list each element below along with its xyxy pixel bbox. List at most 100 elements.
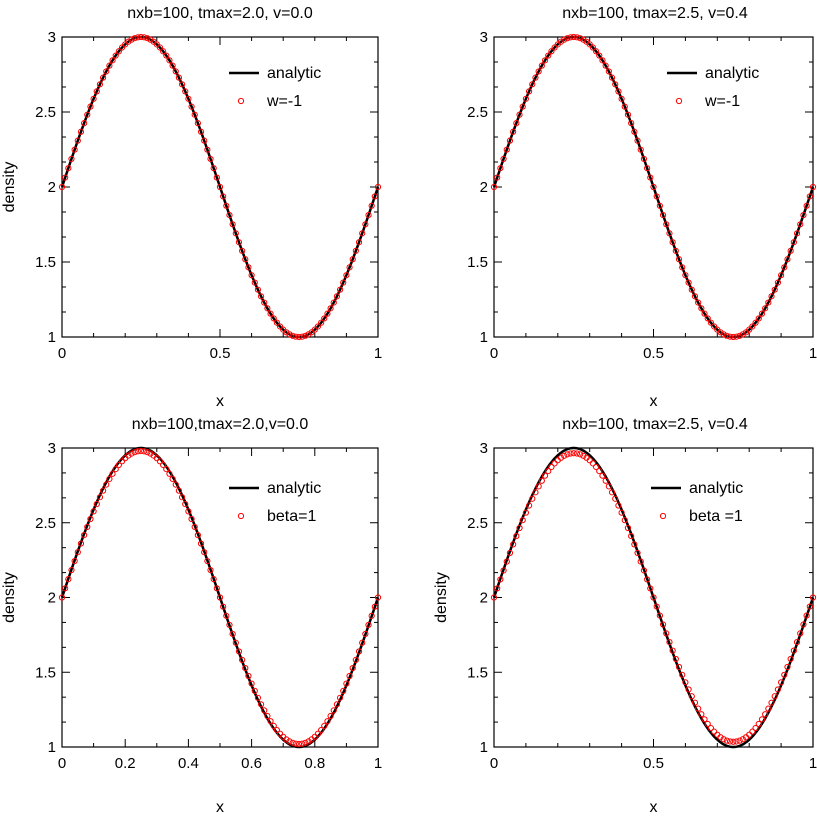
data-point	[513, 532, 520, 540]
data-point	[163, 52, 170, 59]
data-point	[286, 738, 293, 745]
data-point	[548, 48, 555, 55]
data-point	[701, 716, 708, 723]
data-point	[96, 81, 104, 88]
data-point	[185, 508, 192, 515]
data-point	[109, 57, 116, 64]
data-point	[644, 576, 651, 583]
data-point	[330, 707, 337, 714]
data-point	[605, 68, 612, 75]
data-point	[220, 603, 227, 610]
data-point	[216, 183, 224, 191]
data-point	[99, 487, 107, 494]
data-point	[704, 720, 711, 728]
legend-marker-swatch	[237, 97, 245, 105]
data-point	[163, 466, 170, 473]
data-point	[739, 331, 746, 338]
data-point	[223, 202, 230, 209]
data-point	[672, 247, 679, 254]
data-point	[806, 603, 813, 610]
data-point	[688, 693, 695, 700]
data-point	[640, 567, 648, 574]
data-point	[570, 33, 577, 41]
data-point	[513, 120, 520, 127]
x-tick-label: 0.8	[304, 755, 325, 772]
x-tick-label: 1	[374, 755, 382, 772]
data-point	[586, 41, 593, 48]
y-tick-label: 2	[48, 179, 56, 196]
data-point	[490, 183, 498, 191]
data-point	[669, 239, 676, 246]
data-point	[567, 450, 574, 457]
data-point	[65, 576, 72, 583]
data-point	[564, 35, 571, 42]
y-tick-label: 2	[480, 179, 488, 196]
data-point	[707, 319, 715, 326]
data-point	[510, 541, 517, 548]
data-point	[239, 247, 246, 254]
data-point	[704, 315, 711, 322]
data-point	[592, 48, 600, 55]
data-point	[346, 264, 353, 271]
data-point	[525, 502, 533, 509]
data-point	[178, 81, 186, 88]
data-point	[302, 739, 309, 746]
y-tick-label: 2	[480, 590, 488, 607]
data-point	[340, 279, 347, 286]
data-point	[730, 738, 737, 745]
data-point	[545, 52, 552, 59]
data-point	[286, 331, 293, 338]
x-axis-label: x	[650, 799, 658, 816]
legend-label: analytic	[689, 480, 743, 497]
x-tick-label: 0	[58, 345, 66, 362]
data-point	[232, 639, 239, 646]
data-point	[248, 272, 255, 279]
data-point	[355, 239, 363, 246]
data-point	[197, 128, 205, 135]
data-point	[618, 509, 625, 516]
data-point	[762, 305, 769, 312]
data-point	[251, 279, 258, 286]
data-point	[77, 128, 85, 135]
data-point	[172, 68, 179, 75]
y-tick-label: 1.5	[35, 254, 56, 271]
data-point	[99, 74, 107, 81]
data-point	[634, 549, 641, 557]
data-point	[548, 463, 555, 471]
data-point	[58, 183, 66, 191]
data-point	[178, 494, 186, 501]
chart-title: nxb=100,tmax=2.0,v=0.0	[132, 416, 309, 433]
data-point	[529, 495, 536, 502]
data-point	[529, 81, 536, 88]
chart-panel-1: nxb=100, tmax=2.0, v=0.0 0 0.5 1 1 1.5 2 2.5 3 x d…	[1, 5, 382, 410]
data-point	[589, 44, 596, 51]
data-point	[793, 230, 801, 237]
data-point	[541, 472, 549, 479]
data-point	[624, 524, 632, 532]
data-point	[669, 647, 676, 654]
chart-title: nxb=100, tmax=2.0, v=0.0	[127, 5, 313, 22]
data-point	[305, 738, 312, 745]
data-point	[229, 221, 236, 228]
data-point	[314, 323, 322, 330]
chart-title: nxb=100, tmax=2.5, v=0.4	[562, 416, 748, 433]
data-point	[596, 467, 603, 475]
data-point	[141, 34, 148, 41]
data-point	[321, 722, 328, 729]
data-point	[289, 332, 296, 339]
data-point	[608, 74, 616, 81]
legend-marker-swatch	[659, 512, 667, 520]
series-line-analytic	[492, 35, 815, 339]
data-point	[778, 679, 785, 686]
data-point	[663, 630, 670, 637]
data-point	[242, 664, 249, 672]
data-point	[510, 128, 517, 135]
x-tick-label: 0	[490, 345, 498, 362]
data-point	[267, 718, 274, 725]
data-point	[355, 648, 363, 655]
data-point	[538, 62, 545, 69]
data-point	[765, 705, 772, 712]
series-markers	[490, 450, 817, 745]
data-point	[749, 728, 756, 735]
data-point	[577, 35, 584, 42]
